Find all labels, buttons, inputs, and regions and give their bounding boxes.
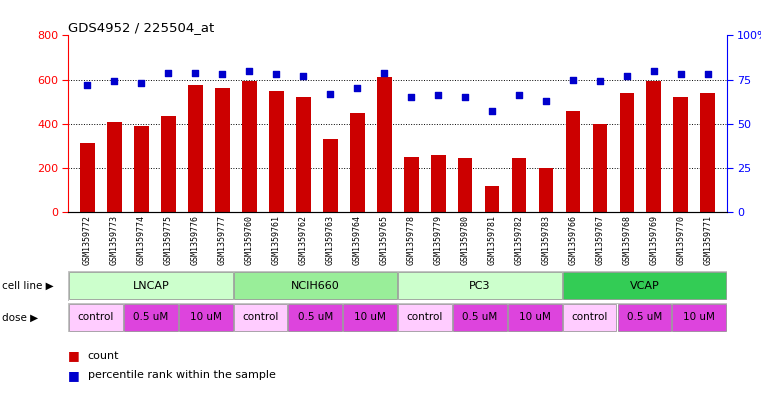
Text: GDS4952 / 225504_at: GDS4952 / 225504_at: [68, 21, 215, 34]
Bar: [107, 121, 122, 212]
Bar: [453, 304, 507, 331]
Bar: [234, 304, 288, 331]
Point: [297, 73, 309, 79]
Bar: [350, 113, 365, 212]
Bar: [647, 81, 661, 212]
Point: [513, 92, 525, 99]
Bar: [323, 139, 338, 212]
Text: VCAP: VCAP: [629, 281, 659, 291]
Point: [81, 82, 94, 88]
Point: [675, 71, 687, 77]
Text: percentile rank within the sample: percentile rank within the sample: [88, 370, 275, 380]
Point: [540, 97, 552, 104]
Text: ■: ■: [68, 349, 84, 362]
Text: cell line ▶: cell line ▶: [2, 281, 53, 291]
Point: [270, 71, 282, 77]
Point: [378, 69, 390, 75]
Text: PC3: PC3: [469, 281, 491, 291]
Bar: [562, 304, 616, 331]
Bar: [161, 116, 176, 212]
Text: 0.5 uM: 0.5 uM: [627, 312, 662, 322]
Point: [405, 94, 417, 100]
Bar: [539, 168, 553, 212]
Bar: [485, 185, 499, 212]
Bar: [403, 157, 419, 212]
Point: [486, 108, 498, 115]
Bar: [134, 126, 148, 212]
Bar: [593, 124, 607, 212]
Bar: [234, 272, 397, 299]
Text: 10 uM: 10 uM: [519, 312, 551, 322]
Point: [594, 78, 606, 84]
Point: [351, 85, 363, 92]
Bar: [188, 85, 202, 212]
Point: [162, 69, 174, 75]
Bar: [269, 91, 284, 212]
Bar: [242, 81, 256, 212]
Bar: [69, 304, 123, 331]
Text: 10 uM: 10 uM: [683, 312, 715, 322]
Bar: [508, 304, 562, 331]
Bar: [80, 143, 95, 212]
Text: 10 uM: 10 uM: [355, 312, 386, 322]
Point: [648, 68, 660, 74]
Bar: [288, 304, 342, 331]
Bar: [398, 304, 452, 331]
Bar: [673, 304, 726, 331]
Point: [567, 76, 579, 83]
Bar: [124, 304, 177, 331]
Bar: [457, 158, 473, 212]
Text: control: control: [242, 312, 279, 322]
Bar: [215, 88, 230, 212]
Text: control: control: [78, 312, 114, 322]
Text: NCIH660: NCIH660: [291, 281, 339, 291]
Text: 10 uM: 10 uM: [189, 312, 221, 322]
Point: [135, 80, 148, 86]
Bar: [431, 155, 445, 212]
Bar: [296, 97, 310, 212]
Point: [324, 90, 336, 97]
Bar: [673, 97, 688, 212]
Bar: [618, 304, 671, 331]
Bar: [565, 110, 581, 212]
Text: ■: ■: [68, 369, 84, 382]
Text: 0.5 uM: 0.5 uM: [133, 312, 168, 322]
Point: [189, 69, 202, 75]
Point: [432, 92, 444, 99]
Bar: [343, 304, 397, 331]
Bar: [69, 272, 233, 299]
Text: 0.5 uM: 0.5 uM: [462, 312, 498, 322]
Point: [216, 71, 228, 77]
Text: dose ▶: dose ▶: [2, 312, 37, 322]
Bar: [377, 77, 392, 212]
Point: [244, 68, 256, 74]
Point: [108, 78, 120, 84]
Text: control: control: [572, 312, 608, 322]
Text: 0.5 uM: 0.5 uM: [298, 312, 333, 322]
Bar: [179, 304, 233, 331]
Text: control: control: [407, 312, 443, 322]
Point: [621, 73, 633, 79]
Bar: [562, 272, 726, 299]
Text: count: count: [88, 351, 119, 361]
Bar: [511, 158, 527, 212]
Point: [459, 94, 471, 100]
Point: [702, 71, 714, 77]
Bar: [700, 93, 715, 212]
Text: LNCAP: LNCAP: [132, 281, 169, 291]
Bar: [619, 93, 635, 212]
Bar: [398, 272, 562, 299]
